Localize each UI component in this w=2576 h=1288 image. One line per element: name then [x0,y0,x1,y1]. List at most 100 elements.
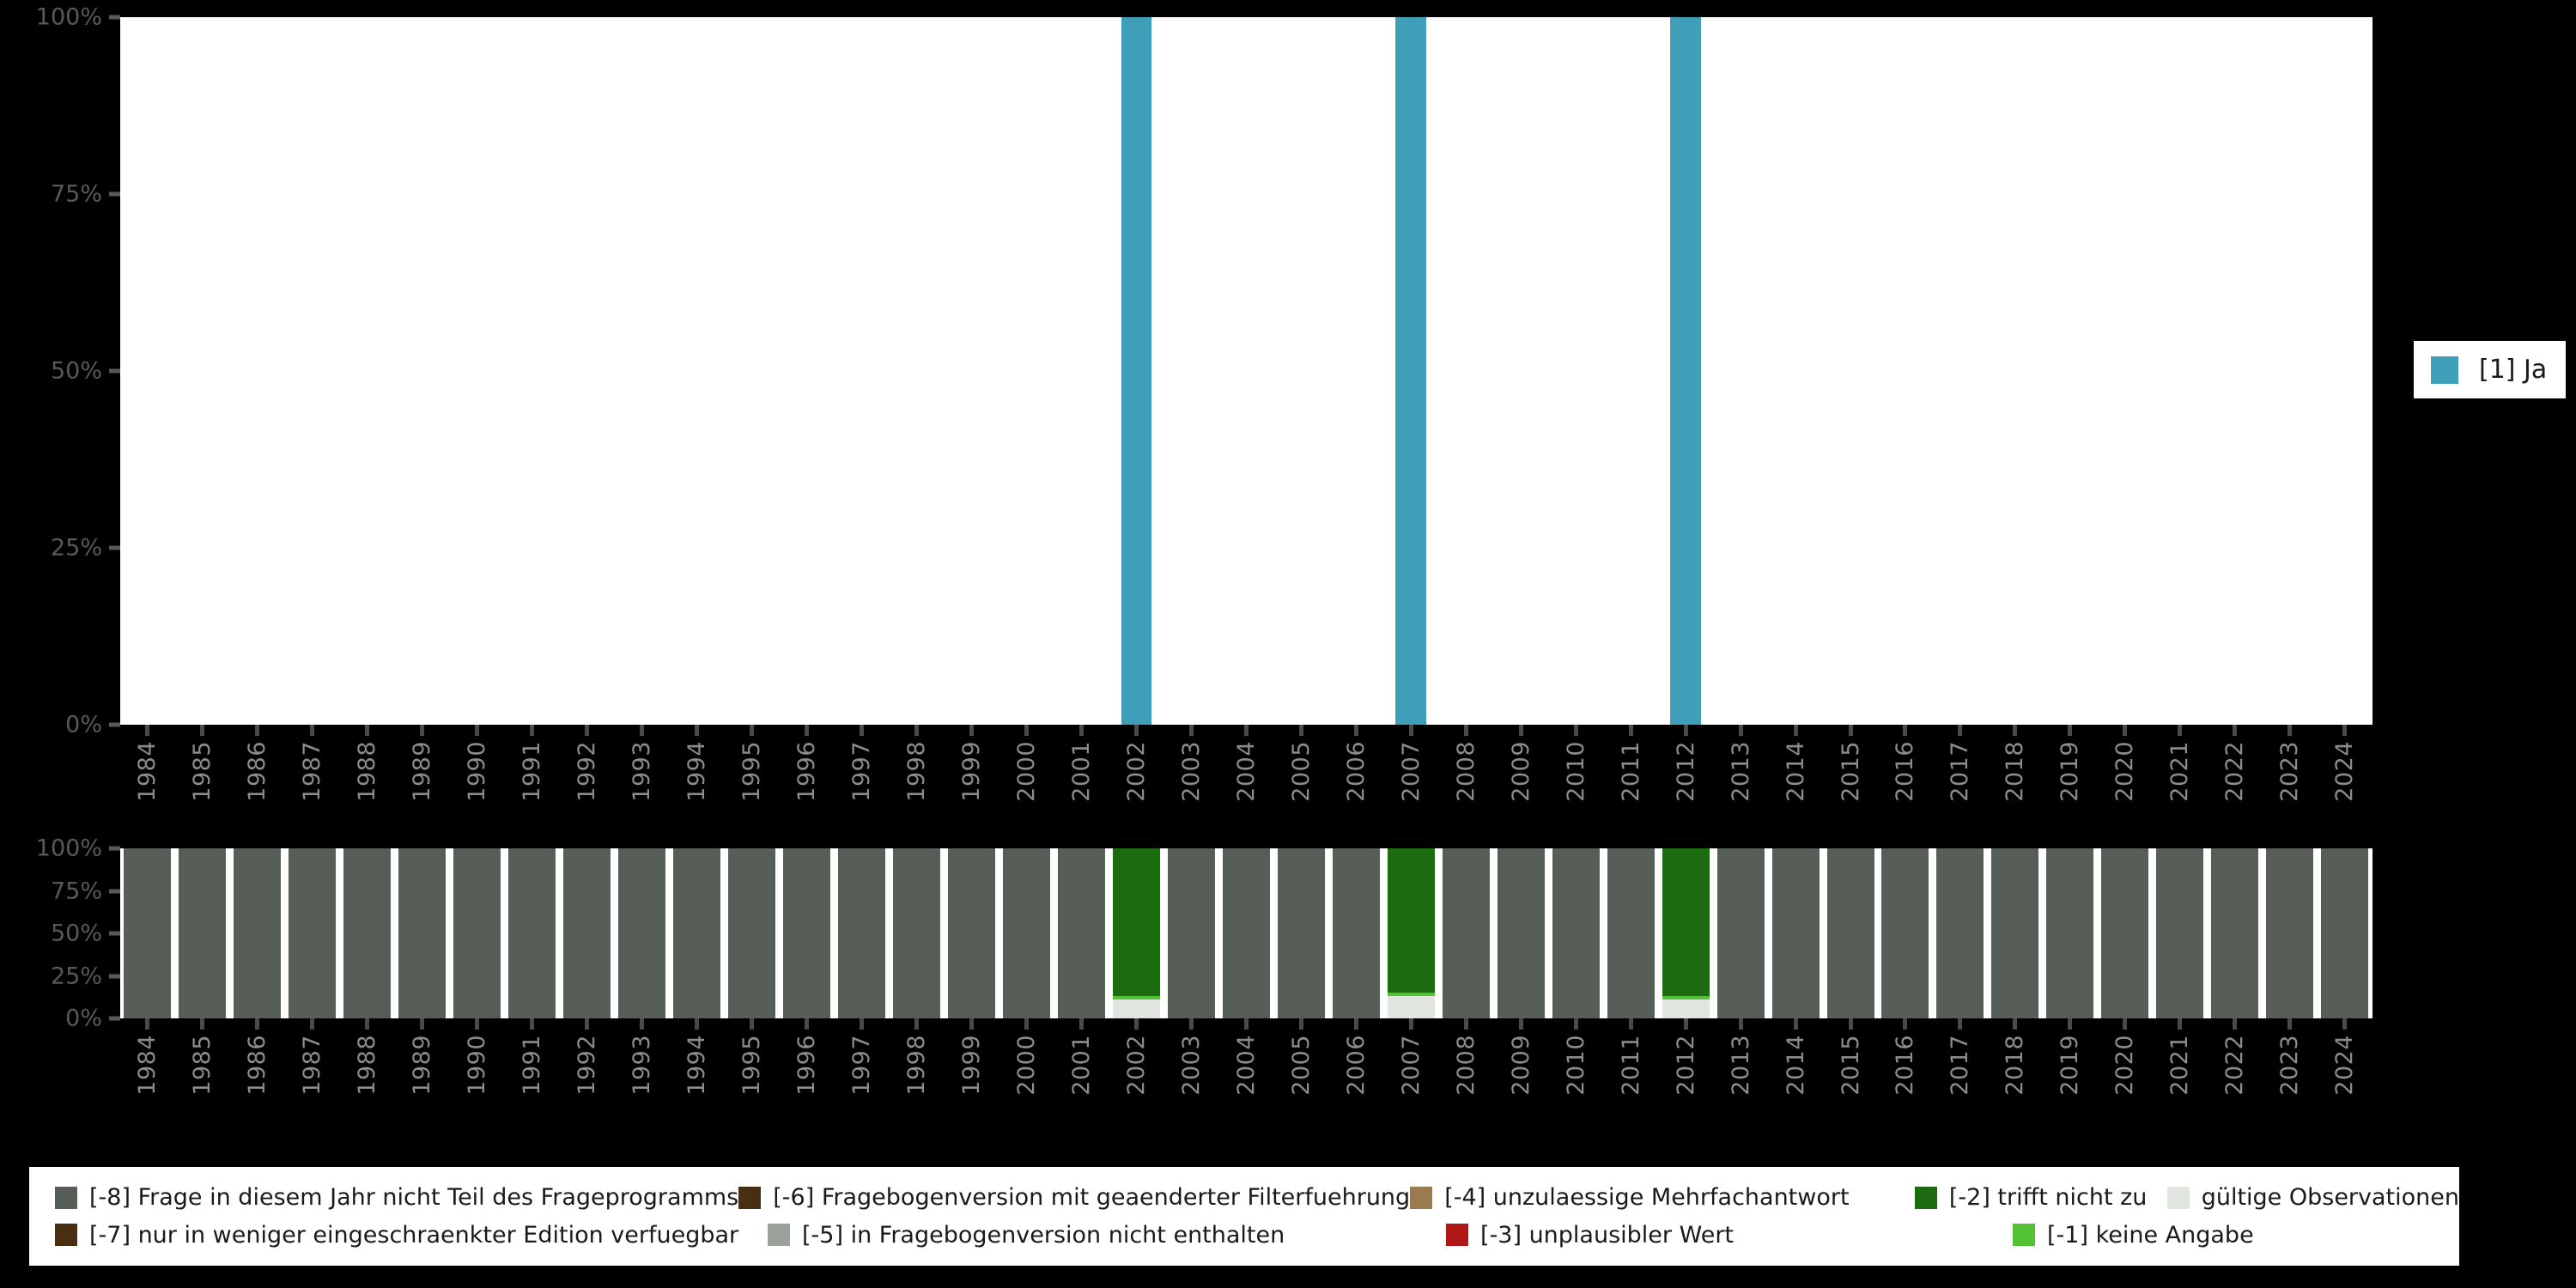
main-bar[interactable] [1121,17,1152,725]
legend-item[interactable]: [-5] in Fragebogenversion nicht enthalte… [768,1224,1446,1247]
main-bar[interactable] [1670,17,1702,725]
sub-bar-column [2318,848,2372,1018]
main-x-tick-mark [1243,725,1249,736]
sub-bar-stack[interactable] [2266,848,2314,1018]
sub-bar-column [1218,848,1273,1018]
sub-bar-stack[interactable] [1387,848,1435,1018]
main-x-column: 1987 [285,725,340,836]
sub-bar-stack[interactable] [2156,848,2204,1018]
main-x-tick-mark [1078,725,1084,736]
legend-item[interactable]: [-4] unzulaessige Mehrfachantwort [1410,1186,1915,1209]
main-x-year-label: 2008 [1452,741,1479,802]
sub-bar-stack[interactable] [508,848,556,1018]
main-y-tick-mark [109,15,120,20]
sub-bar-stack[interactable] [343,848,392,1018]
sub-bar-stack[interactable] [1826,848,1874,1018]
legend-item[interactable]: [-8] Frage in diesem Jahr nicht Teil des… [55,1186,738,1209]
sub-bar-stack[interactable] [1716,848,1765,1018]
sub-x-year-label: 2011 [1617,1035,1644,1096]
legend-row-2: [-7] nur in weniger eingeschraenkter Edi… [29,1217,2459,1255]
sub-bar-stack[interactable] [783,848,831,1018]
sub-bar-stack[interactable] [563,848,611,1018]
sub-bar-stack[interactable] [453,848,501,1018]
sub-bar-stack[interactable] [2321,848,2369,1018]
sub-bar-stack[interactable] [179,848,227,1018]
sub-bar-stack[interactable] [1332,848,1380,1018]
legend-item[interactable]: [-2] trifft nicht zu [1914,1186,2167,1209]
sub-bar-stack[interactable] [1662,848,1710,1018]
main-x-year-label: 2005 [1287,741,1315,802]
sub-bar-stack[interactable] [1057,848,1105,1018]
sub-bar-segment [2266,848,2314,1018]
main-x-column: 2003 [1163,725,1218,836]
sub-x-year-label: 2015 [1837,1035,1864,1096]
sub-x-tick-mark [2342,1018,2348,1030]
sub-x-year-label: 2004 [1232,1035,1260,1096]
sub-y-tick: 50% [51,920,120,947]
sub-x-year-label: 2002 [1122,1035,1150,1096]
sub-bar-segment [1662,996,1710,1000]
sub-bar-stack[interactable] [1607,848,1655,1018]
sub-bar-stack[interactable] [893,848,941,1018]
sub-bar-stack[interactable] [728,848,776,1018]
sub-bar-segment [1662,999,1710,1018]
sub-bar-stack[interactable] [1112,848,1160,1018]
sub-bar-stack[interactable] [234,848,282,1018]
sub-x-tick-mark [1793,1018,1798,1030]
sub-bar-column [890,848,945,1018]
sub-bar-stack[interactable] [673,848,721,1018]
sub-bar-stack[interactable] [2101,848,2149,1018]
main-bar[interactable] [1395,17,1427,725]
main-x-column: 2006 [1328,725,1383,836]
main-bar-column [1878,17,1933,725]
sub-bar-stack[interactable] [124,848,172,1018]
sub-y-tick-label: 75% [50,878,102,904]
sub-bar-stack[interactable] [1277,848,1325,1018]
legend-item[interactable]: [-6] Fragebogenversion mit geaenderter F… [738,1186,1410,1209]
missing-codes-legend[interactable]: [-8] Frage in diesem Jahr nicht Teil des… [29,1167,2459,1266]
sub-bar-segment [1387,996,1435,1018]
sub-x-column: 2016 [1878,1018,1933,1130]
sub-bar-stack[interactable] [398,848,447,1018]
sub-bar-stack[interactable] [1497,848,1545,1018]
legend-item[interactable]: [-1] keine Angabe [2013,1224,2296,1247]
legend-item[interactable]: [-7] nur in weniger eingeschraenkter Edi… [55,1224,768,1247]
sub-bar-stack[interactable] [1442,848,1490,1018]
sub-bar-stack[interactable] [948,848,996,1018]
sub-x-tick-mark [695,1018,700,1030]
legend-item-label: gültige Observationen [2201,1184,2459,1212]
sub-bar-segment [563,848,611,1018]
sub-bar-stack[interactable] [1002,848,1050,1018]
sub-x-tick-mark [145,1018,150,1030]
series-legend[interactable]: [1] Ja [2414,341,2567,398]
main-x-year-label: 1987 [299,741,326,802]
sub-bar-stack[interactable] [289,848,337,1018]
main-x-tick-mark [530,725,535,736]
legend-item[interactable]: [-3] unplausibler Wert [1446,1224,2013,1247]
main-y-tick: 75% [51,181,120,208]
main-x-tick-mark [1793,725,1798,736]
main-y-tick: 50% [51,358,120,385]
sub-bar-stack[interactable] [2211,848,2259,1018]
sub-bar-stack[interactable] [2046,848,2094,1018]
sub-bar-segment [783,848,831,1018]
sub-bar-stack[interactable] [1167,848,1215,1018]
sub-bar-stack[interactable] [1991,848,2039,1018]
sub-bar-stack[interactable] [1881,848,1929,1018]
sub-x-column: 1990 [450,1018,505,1130]
legend-item[interactable]: gültige Observationen [2166,1184,2459,1212]
legend-swatch [768,1224,790,1247]
sub-bar-stack[interactable] [1936,848,1984,1018]
sub-bar-stack[interactable] [618,848,666,1018]
sub-bar-stack[interactable] [1552,848,1600,1018]
sub-bar-stack[interactable] [838,848,886,1018]
main-y-tick: 25% [51,535,120,562]
main-bar-column [395,17,450,725]
sub-bar-segment [1332,848,1380,1018]
main-bar-column [285,17,340,725]
legend-swatch [55,1224,77,1247]
sub-bar-stack[interactable] [1771,848,1820,1018]
main-bar-column [1493,17,1548,725]
main-x-year-label: 1997 [848,741,876,802]
sub-bar-stack[interactable] [1222,848,1270,1018]
